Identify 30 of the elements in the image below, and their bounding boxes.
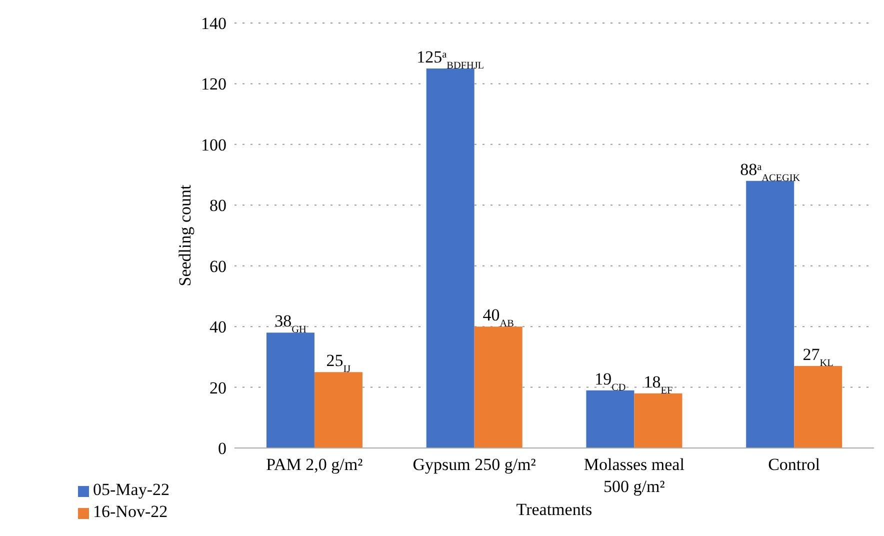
data-label: 38$_{GH}$	[274, 312, 307, 336]
bar	[474, 326, 522, 448]
y-tick-label: 60	[209, 256, 226, 276]
y-tick-label: 140	[200, 14, 226, 34]
bar	[794, 366, 842, 448]
data-label: 27$_{KL}$	[802, 345, 834, 369]
y-tick-label: 0	[218, 439, 226, 458]
bar	[314, 372, 362, 448]
bar	[266, 332, 314, 448]
bar	[426, 68, 474, 448]
y-axis-title: Seedling count	[176, 184, 195, 286]
legend-label: 05-May-22	[93, 480, 170, 499]
x-axis-title: Treatments	[516, 500, 592, 519]
y-tick-label: 20	[209, 378, 226, 398]
data-label: 25$_{IJ}$	[326, 351, 351, 375]
y-tick-label: 120	[200, 74, 226, 94]
bar	[586, 390, 634, 448]
bar	[634, 393, 682, 448]
legend-label: 16-Nov-22	[93, 502, 168, 521]
x-tick-label: Gypsum 250 g/m²	[412, 455, 536, 474]
y-tick-label: 40	[209, 318, 226, 337]
x-tick-label: Control	[768, 455, 820, 474]
data-label: 19$_{CD}$	[594, 369, 626, 393]
x-tick-label: Molasses meal 500 g/m²	[584, 455, 685, 496]
y-tick-label: 100	[200, 135, 226, 154]
x-tick-label: PAM 2,0 g/m²	[266, 455, 363, 474]
bar	[746, 180, 794, 448]
y-tick-label: 80	[209, 196, 226, 216]
data-label: 40$_{AB}$	[482, 306, 514, 330]
data-label: 18$_{EF}$	[644, 372, 673, 396]
